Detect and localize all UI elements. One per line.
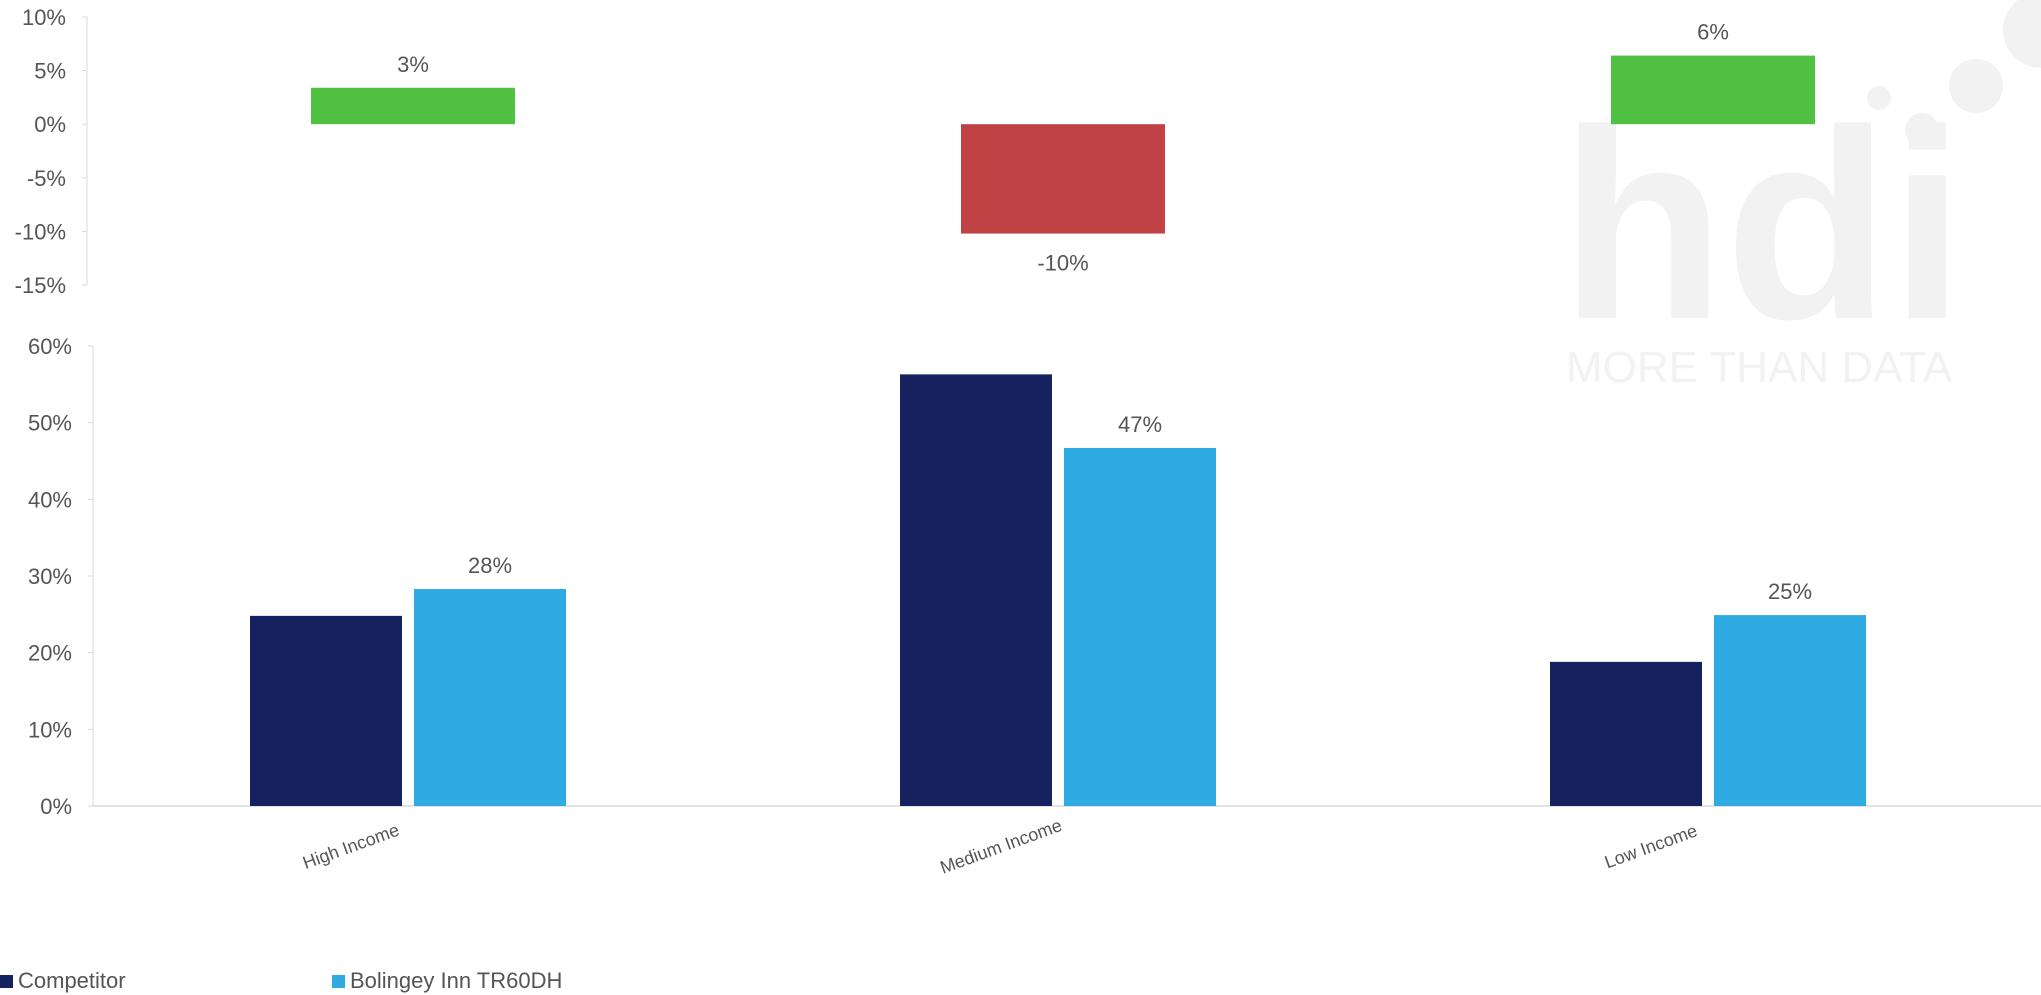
y-tick-label-bottom: 30%: [28, 564, 72, 589]
data-label-difference-medium-income: -10%: [1037, 251, 1088, 276]
legend-item-competitor: Competitor: [0, 968, 126, 994]
bar-competitor-low-income: [1550, 661, 1702, 806]
y-tick-label-top: 10%: [22, 5, 66, 30]
y-tick-label-top: -15%: [15, 273, 66, 298]
legend-swatch-competitor: [0, 974, 13, 988]
data-label-bolingey-inn-tr60dh-high-income: 28%: [468, 553, 512, 578]
watermark: hdi MORE THAN DATA: [1560, 0, 2041, 392]
y-tick-label-bottom: 0%: [40, 794, 72, 819]
legend-item-bolingey: Bolingey Inn TR60DH: [332, 968, 562, 994]
watermark-dot-3: [1905, 113, 1939, 147]
legend-label-competitor: Competitor: [18, 968, 126, 993]
legend-label-bolingey: Bolingey Inn TR60DH: [350, 968, 563, 993]
legend: Competitor Bolingey Inn TR60DH: [0, 968, 2041, 994]
y-tick-label-top: 0%: [34, 112, 66, 137]
x-tick-label-medium-income: Medium Income: [937, 815, 1064, 878]
watermark-dot-2: [1867, 86, 1891, 110]
watermark-logo: hdi: [1560, 75, 1965, 376]
y-tick-label-bottom: 40%: [28, 487, 72, 512]
y-tick-label-bottom: 20%: [28, 641, 72, 666]
x-tick-label-low-income: Low Income: [1602, 820, 1700, 872]
y-tick-label-top: -5%: [27, 166, 66, 191]
y-tick-label-bottom: 10%: [28, 717, 72, 742]
bar-difference-high-income: [311, 87, 515, 125]
bar-competitor-high-income: [250, 615, 402, 806]
watermark-dot-4: [2003, 0, 2041, 68]
data-label-bolingey-inn-tr60dh-low-income: 25%: [1768, 579, 1812, 604]
legend-swatch-bolingey: [332, 974, 345, 988]
bar-difference-medium-income: [961, 124, 1165, 234]
data-label-bolingey-inn-tr60dh-medium-income: 47%: [1118, 412, 1162, 437]
bar-difference-low-income: [1611, 55, 1815, 125]
y-tick-label-bottom: 60%: [28, 334, 72, 359]
y-tick-label-top: 5%: [34, 59, 66, 84]
bar-bolingey-inn-tr60dh-medium-income: [1064, 447, 1216, 806]
bar-bolingey-inn-tr60dh-low-income: [1714, 615, 1866, 806]
share-chart: 60% 50% 40% 30% 20% 10% 0% 28% High Income 47% Med…: [28, 334, 2041, 878]
data-label-difference-low-income: 6%: [1697, 20, 1729, 45]
data-label-difference-high-income: 3%: [397, 52, 429, 77]
bar-bolingey-inn-tr60dh-high-income: [414, 589, 566, 806]
x-tick-label-high-income: High Income: [300, 820, 402, 873]
watermark-dot-1: [1949, 59, 2003, 113]
bar-competitor-medium-income: [900, 374, 1052, 806]
difference-chart: 10% 5% 0% -5% -10% -15% 3% -10% 6%: [15, 5, 1815, 298]
watermark-tagline: MORE THAN DATA: [1566, 343, 1953, 392]
chart-svg: hdi MORE THAN DATA 10% 5% 0% -5% -10% -15% 3% -…: [15, 0, 2041, 878]
y-tick-label-top: -10%: [15, 219, 66, 244]
y-tick-label-bottom: 50%: [28, 411, 72, 436]
